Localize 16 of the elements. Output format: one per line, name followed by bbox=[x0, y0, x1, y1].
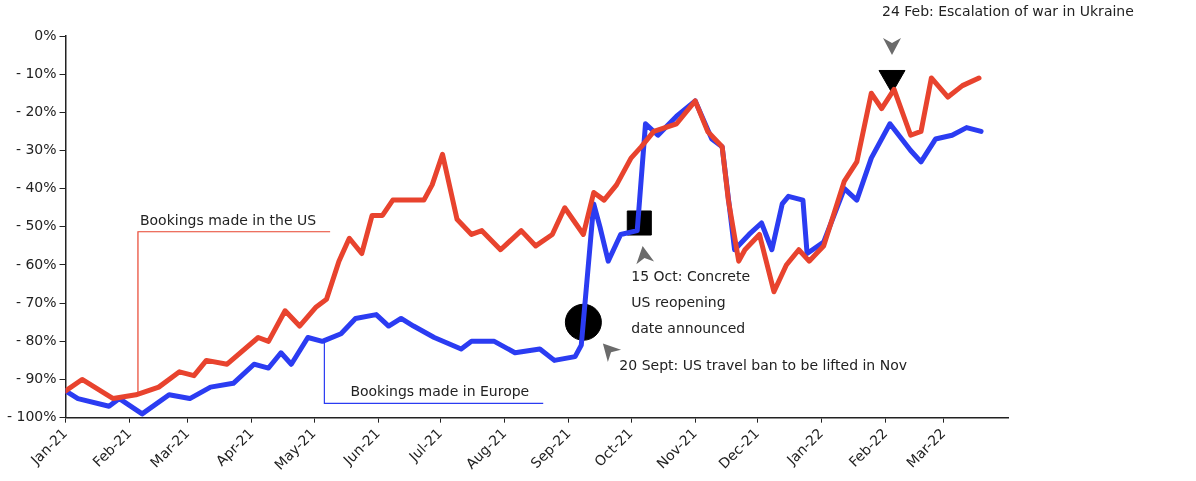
y-tick-label: - 80% bbox=[15, 331, 57, 348]
y-tick-label: 0% bbox=[34, 26, 57, 43]
y-tick-label: - 50% bbox=[15, 217, 57, 234]
y-tick-label: - 30% bbox=[15, 141, 57, 158]
annotation: 15 Oct: Concrete US reopening date announced bbox=[631, 268, 751, 337]
y-tick-label: - 20% bbox=[15, 102, 57, 119]
text: Bookings made in Europe bbox=[350, 383, 530, 400]
annotation: 20 Sept: US travel ban to be lifted in Nov bbox=[619, 357, 908, 374]
text: Bookings made in the US bbox=[139, 211, 317, 228]
y-tick-label: - 100% bbox=[7, 408, 57, 425]
y-tick-label: - 40% bbox=[15, 179, 57, 196]
y-tick-label: - 10% bbox=[15, 64, 57, 81]
y-tick-label: - 90% bbox=[15, 370, 57, 387]
y-tick-label: - 70% bbox=[15, 293, 57, 310]
text: 24 Feb: Escalation of war in Ukraine bbox=[882, 2, 1134, 19]
y-tick-label: - 60% bbox=[15, 255, 57, 272]
